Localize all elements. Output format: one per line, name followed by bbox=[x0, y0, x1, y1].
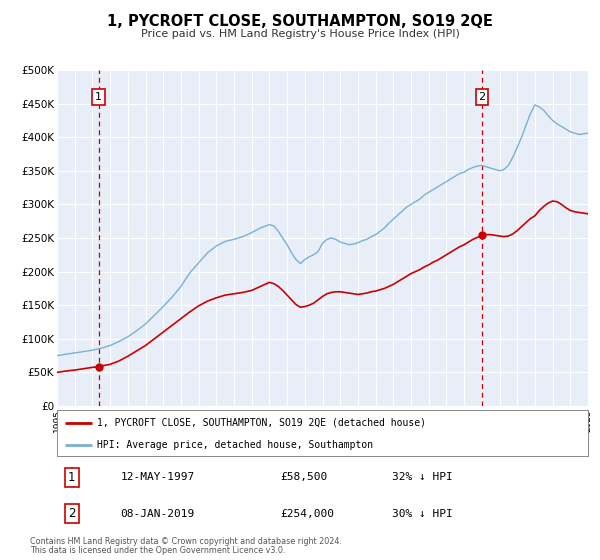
Text: 30% ↓ HPI: 30% ↓ HPI bbox=[392, 509, 452, 519]
Text: 12-MAY-1997: 12-MAY-1997 bbox=[121, 473, 195, 482]
Text: 08-JAN-2019: 08-JAN-2019 bbox=[121, 509, 195, 519]
Text: 2: 2 bbox=[68, 507, 76, 520]
Text: 2: 2 bbox=[479, 92, 486, 102]
Text: 32% ↓ HPI: 32% ↓ HPI bbox=[392, 473, 452, 482]
Text: £58,500: £58,500 bbox=[280, 473, 327, 482]
Text: HPI: Average price, detached house, Southampton: HPI: Average price, detached house, Sout… bbox=[97, 440, 373, 450]
Text: 1, PYCROFT CLOSE, SOUTHAMPTON, SO19 2QE (detached house): 1, PYCROFT CLOSE, SOUTHAMPTON, SO19 2QE … bbox=[97, 418, 426, 428]
Text: 1, PYCROFT CLOSE, SOUTHAMPTON, SO19 2QE: 1, PYCROFT CLOSE, SOUTHAMPTON, SO19 2QE bbox=[107, 14, 493, 29]
Text: Contains HM Land Registry data © Crown copyright and database right 2024.: Contains HM Land Registry data © Crown c… bbox=[30, 538, 342, 547]
Text: 1: 1 bbox=[95, 92, 102, 102]
Text: 1: 1 bbox=[68, 471, 76, 484]
Text: £254,000: £254,000 bbox=[280, 509, 334, 519]
Text: Price paid vs. HM Land Registry's House Price Index (HPI): Price paid vs. HM Land Registry's House … bbox=[140, 29, 460, 39]
Text: This data is licensed under the Open Government Licence v3.0.: This data is licensed under the Open Gov… bbox=[30, 547, 286, 556]
